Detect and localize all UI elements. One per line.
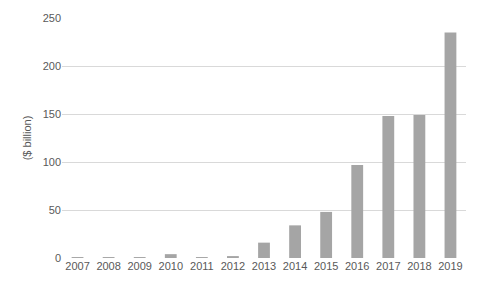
svg-text:2018: 2018	[407, 260, 431, 272]
svg-text:100: 100	[43, 156, 61, 168]
svg-text:2016: 2016	[345, 260, 369, 272]
svg-text:($ billion): ($ billion)	[21, 116, 33, 161]
svg-text:50: 50	[49, 204, 61, 216]
svg-text:2010: 2010	[159, 260, 183, 272]
svg-text:200: 200	[43, 60, 61, 72]
svg-text:2014: 2014	[283, 260, 307, 272]
svg-text:150: 150	[43, 108, 61, 120]
svg-text:2009: 2009	[127, 260, 151, 272]
svg-text:250: 250	[43, 12, 61, 24]
svg-text:2011: 2011	[190, 260, 214, 272]
svg-text:0: 0	[55, 252, 61, 264]
svg-text:2007: 2007	[65, 260, 89, 272]
svg-text:2019: 2019	[438, 260, 462, 272]
svg-text:2015: 2015	[314, 260, 338, 272]
svg-text:2008: 2008	[96, 260, 120, 272]
svg-text:2013: 2013	[252, 260, 276, 272]
svg-text:2017: 2017	[376, 260, 400, 272]
svg-text:2012: 2012	[221, 260, 245, 272]
